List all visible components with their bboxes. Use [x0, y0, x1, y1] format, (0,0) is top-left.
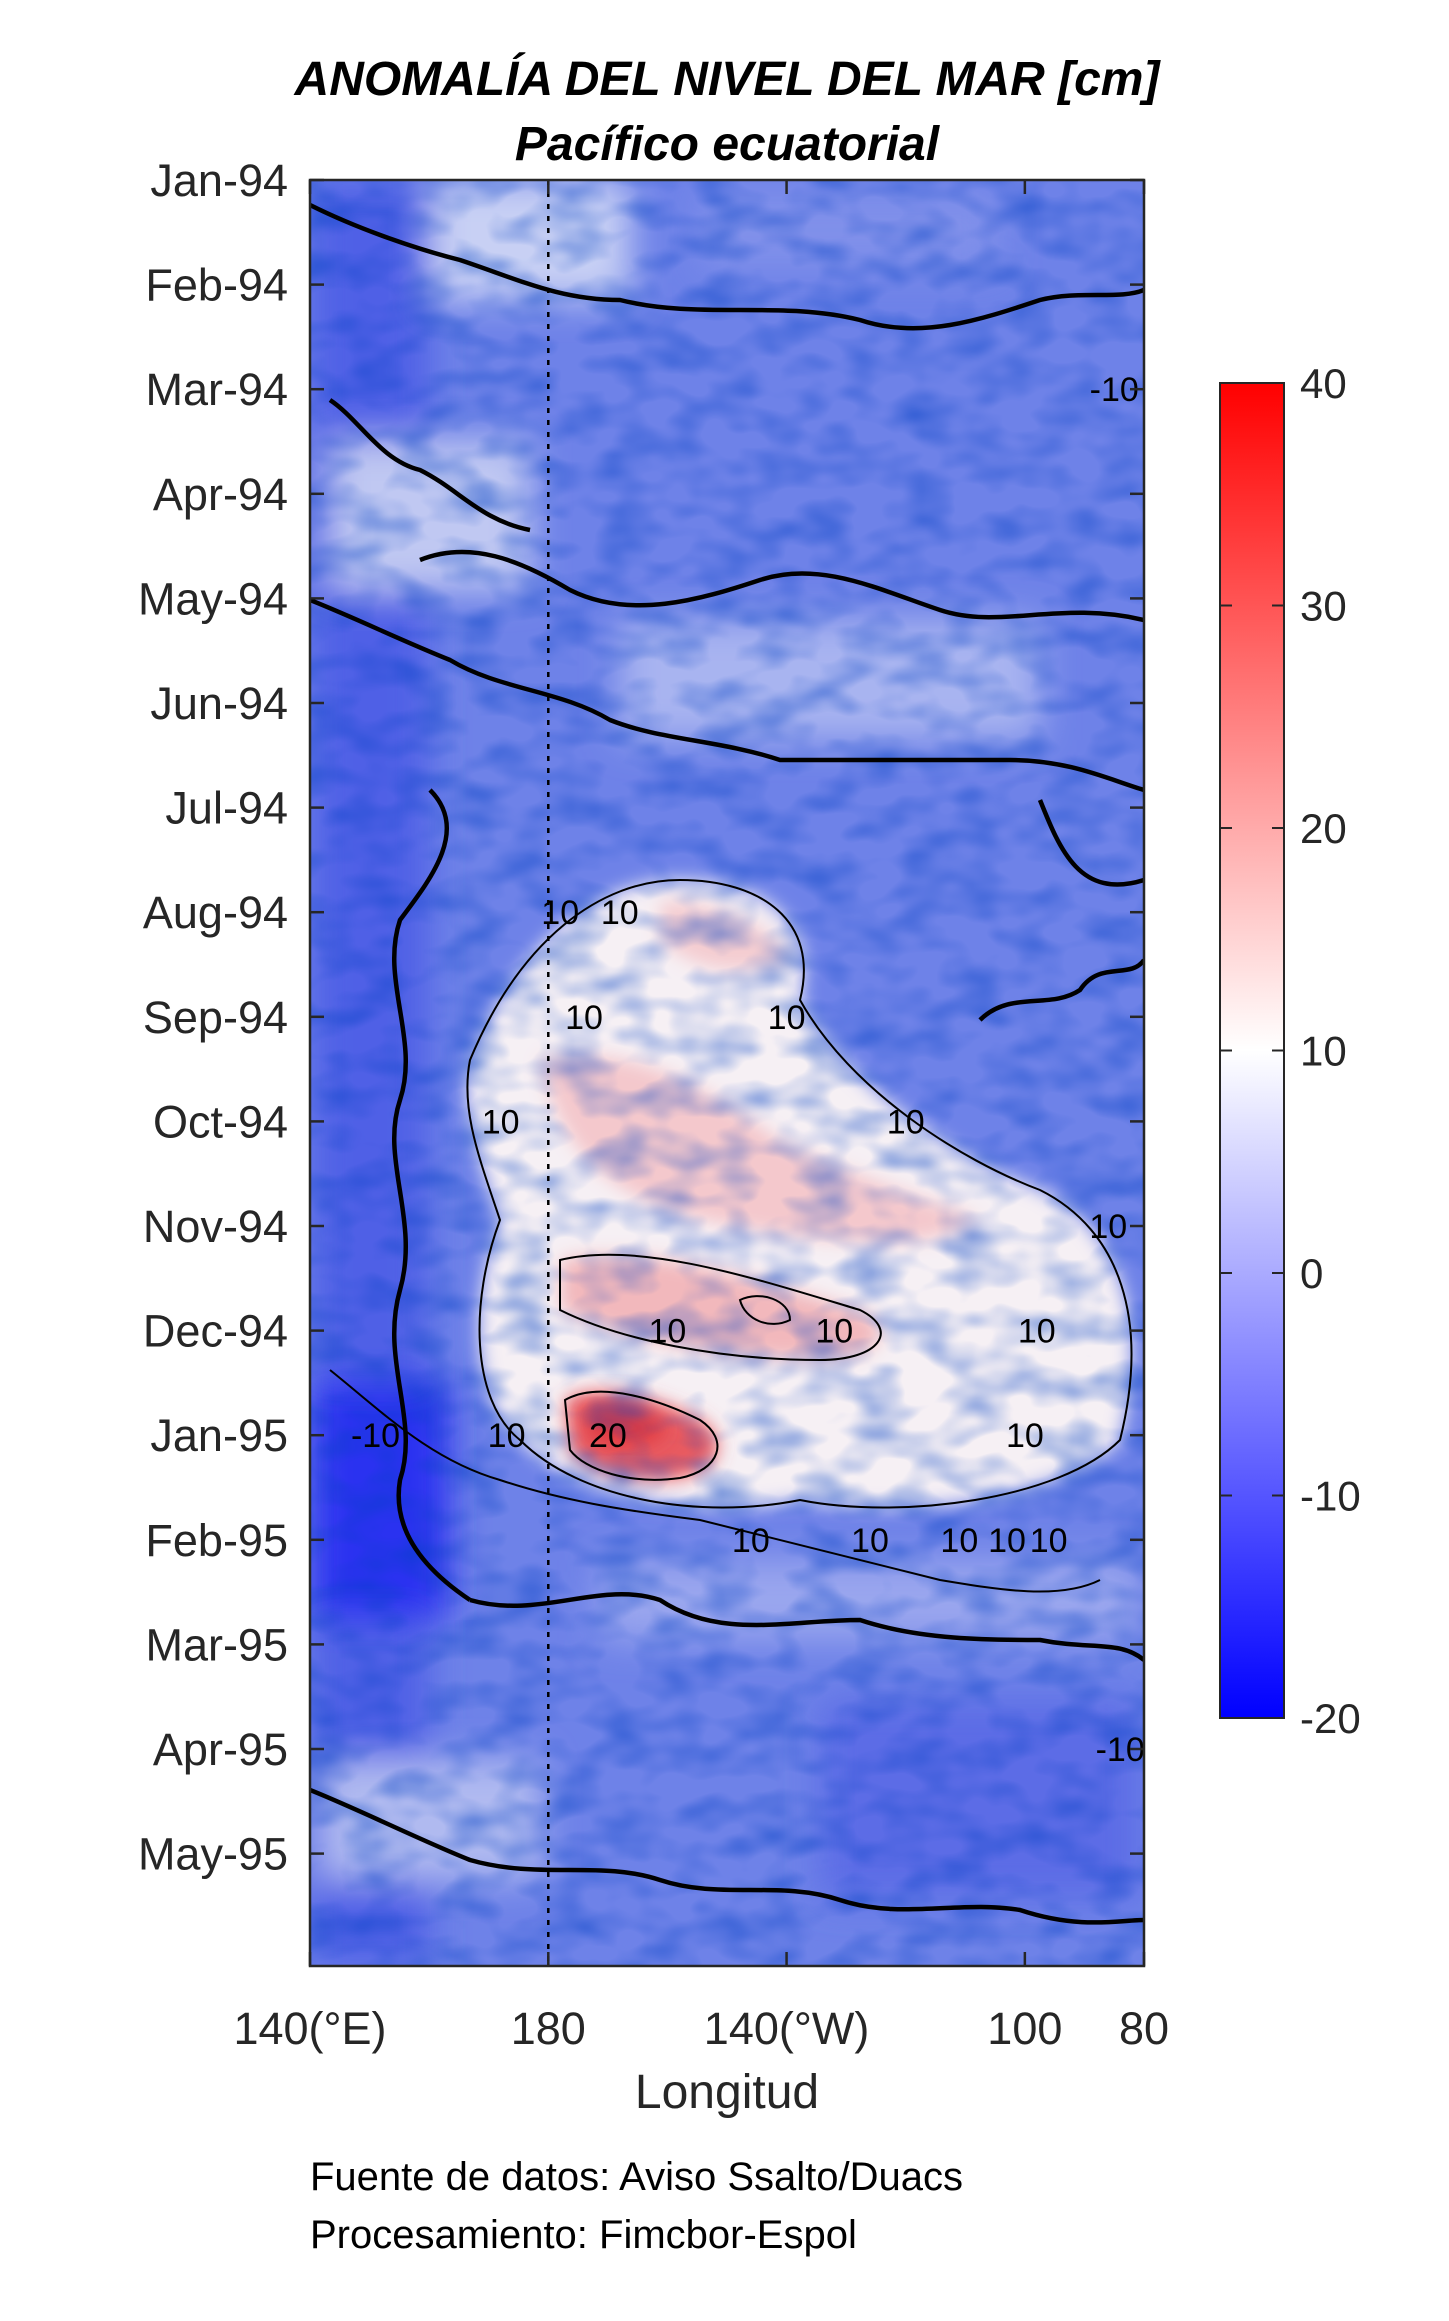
contour-label: 10: [1018, 1313, 1056, 1351]
chart-subtitle: Pacífico ecuatorial: [515, 118, 941, 171]
colorbar-tick-label: 20: [1300, 805, 1347, 852]
x-axis-label: Longitud: [635, 2066, 819, 2119]
plot-frame: [308, 178, 1146, 1968]
x-tick-label: 140(°W): [704, 2003, 870, 2054]
y-tick-label: Apr-94: [153, 469, 288, 520]
contour-label: 10: [482, 1103, 520, 1141]
contour-label: 10: [649, 1313, 687, 1351]
x-axis-ticks: 140(°E) 180 140(°W) 100 80: [233, 180, 1169, 2054]
colorbar-tick-label: 0: [1300, 1250, 1323, 1297]
contour-label: 10: [940, 1522, 978, 1560]
contour-label: 10: [815, 1313, 853, 1351]
y-tick-label: Sep-94: [143, 992, 288, 1043]
contour-label: 10: [851, 1522, 889, 1560]
x-tick-label: 100: [987, 2003, 1062, 2054]
chart-title: ANOMALÍA DEL NIVEL DEL MAR [cm]: [294, 52, 1162, 106]
y-tick-label: Dec-94: [143, 1306, 288, 1357]
x-tick-label: 180: [511, 2003, 586, 2054]
contour-label: 20: [589, 1417, 627, 1455]
contour-label: 10: [887, 1103, 925, 1141]
y-tick-label: Mar-95: [145, 1619, 288, 1670]
contour-label: 10: [988, 1522, 1026, 1560]
y-tick-label: Jan-94: [150, 155, 288, 206]
y-tick-label: Oct-94: [153, 1096, 288, 1147]
y-tick-label: Feb-95: [145, 1515, 288, 1566]
contour-label: 10: [1006, 1417, 1044, 1455]
contour-label: 10: [601, 894, 639, 932]
data-source-note: Fuente de datos: Aviso Ssalto/Duacs: [310, 2155, 963, 2199]
colorbar-tick-label: -20: [1300, 1695, 1361, 1742]
contour-lines-positive: [329, 878, 1133, 1593]
y-tick-label: Jun-94: [150, 678, 288, 729]
colorbar-tick-label: 30: [1300, 583, 1347, 630]
x-tick-label: 140(°E): [233, 2003, 386, 2054]
x-tick-label: 80: [1119, 2003, 1169, 2054]
y-axis-ticks: Jan-94 Feb-94 Mar-94 Apr-94 May-94 Jun-94 Jul-…: [138, 155, 1144, 1880]
colorbar-tick-label: 10: [1300, 1028, 1347, 1075]
contour-label: 10: [565, 999, 603, 1037]
contour-label: 10: [732, 1522, 770, 1560]
contour-label: 10: [1089, 1208, 1127, 1246]
colorbar-ticks: 40 30 20 10 0 -10 -20: [1220, 360, 1361, 1742]
y-tick-label: Jul-94: [165, 783, 288, 834]
contour-label: 10: [768, 999, 806, 1037]
y-tick-label: May-94: [138, 573, 288, 624]
colorbar-tick-label: 40: [1300, 360, 1347, 407]
y-tick-label: Mar-94: [145, 364, 288, 415]
contour-label: 10: [488, 1417, 526, 1455]
colorbar: 40 30 20 10 0 -10 -20: [1219, 360, 1361, 1742]
y-tick-label: Feb-94: [145, 260, 288, 311]
processing-note: Procesamiento: Fimcbor-Espol: [310, 2213, 857, 2257]
y-tick-label: Nov-94: [143, 1201, 288, 1252]
colorbar-tick-label: -10: [1300, 1473, 1361, 1520]
y-tick-label: Jan-95: [150, 1410, 288, 1461]
y-tick-label: Aug-94: [143, 887, 288, 938]
y-tick-label: May-95: [138, 1829, 288, 1880]
contour-label: 10: [541, 894, 579, 932]
contour-label: -10: [351, 1417, 400, 1455]
contour-lines-zero: [310, 202, 1144, 1925]
y-tick-label: Apr-95: [153, 1724, 288, 1775]
contour-label: 10: [1030, 1522, 1068, 1560]
